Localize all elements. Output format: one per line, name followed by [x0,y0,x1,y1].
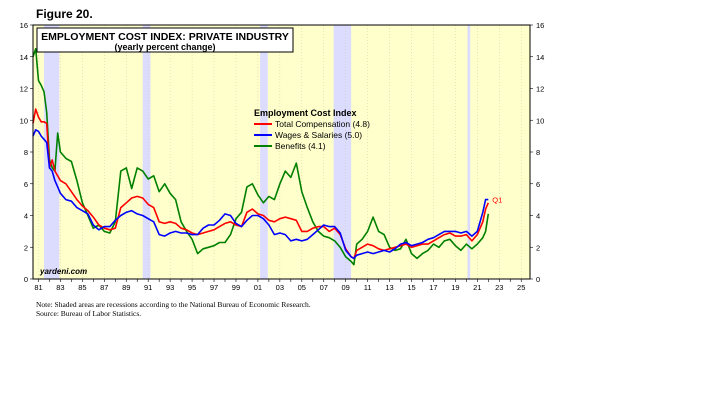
recession-band-0 [43,25,60,279]
x-tick-label: 87 [100,283,108,292]
plot-frame [32,24,531,280]
y-tick-label-left: 16 [20,21,28,30]
series-lines [32,48,490,266]
y-tick-label-right: 0 [536,275,540,284]
y-tick-label-right: 16 [536,21,544,30]
chart-subtitle: (yearly percent change) [114,42,215,52]
legend-label-benefits: Benefits (4.1) [275,141,326,151]
ecI-line-chart: 81 83 85 87 89 91 93 95 97 99 01 03 05 07 09 11 13 15 17 19… [20,21,545,292]
y-tick-label-left: 4 [24,212,28,221]
y-tick-label-right: 14 [536,53,544,62]
title-box: EMPLOYMENT COST INDEX: PRIVATE INDUSTRY … [36,27,294,53]
y-tick-label-right: 4 [536,212,540,221]
x-tick-label: 83 [56,283,64,292]
x-tick-label: 03 [276,283,284,292]
recession-band-3 [333,25,352,279]
y-tick-label-right: 2 [536,243,540,252]
x-tick-label: 07 [320,283,328,292]
x-tick-label: 85 [78,283,86,292]
x-tick-label: 17 [429,283,437,292]
axes: 81 83 85 87 89 91 93 95 97 99 01 03 05 07 09 11 13 15 17 19… [20,21,545,292]
recession-band-2 [260,25,268,279]
y-tick-label-right: 8 [536,148,540,157]
x-tick-label: 97 [210,283,218,292]
chart-title: EMPLOYMENT COST INDEX: PRIVATE INDUSTRY [41,31,289,43]
series-line-wages [32,129,489,260]
x-tick-label: 21 [473,283,481,292]
y-tick-label-left: 12 [20,85,28,94]
plot-background [33,25,530,279]
recession-band-1 [142,25,151,279]
note-recessions: Note: Shaded areas are recessions accord… [36,300,311,309]
y-tick-label-left: 2 [24,243,28,252]
x-tick-label: 89 [122,283,130,292]
x-tick-label: 13 [385,283,393,292]
y-tick-label-left: 0 [24,275,28,284]
y-tick-label-left: 14 [20,53,28,62]
x-tick-label: 23 [495,283,503,292]
y-tick-label-right: 12 [536,85,544,94]
legend-title: Employment Cost Index [254,108,357,118]
title-box-frame [36,27,294,53]
figure-label: Figure 20. [36,7,93,21]
x-tick-label: 05 [298,283,306,292]
footnotes: Note: Shaded areas are recessions accord… [36,300,311,318]
x-tick-label: 99 [232,283,240,292]
series-line-total [32,108,490,260]
x-tick-label: 11 [364,283,372,292]
recession-shading [43,25,471,279]
x-tick-label: 25 [517,283,525,292]
y-tick-label-left: 8 [24,148,28,157]
recession-band-4 [467,25,471,279]
x-tick-label: 19 [451,283,459,292]
x-tick-label: 01 [254,283,262,292]
legend: Employment Cost Index Total Compensation… [254,108,370,151]
end-annotation-q1: Q1 [492,196,502,205]
x-tick-label: 91 [144,283,152,292]
legend-label-wages: Wages & Salaries (5.0) [275,130,362,140]
y-tick-label-left: 6 [24,180,28,189]
legend-label-total: Total Compensation (4.8) [275,119,370,129]
x-tick-label: 09 [342,283,350,292]
x-tick-label: 93 [166,283,174,292]
y-tick-label-left: 10 [20,116,28,125]
x-tick-label: 95 [188,283,196,292]
note-source: Source: Bureau of Labor Statistics. [36,309,142,318]
source-tag: yardeni.com [39,267,87,276]
x-tick-label: 15 [407,283,415,292]
y-tick-label-right: 6 [536,180,540,189]
y-tick-label-right: 10 [536,116,544,125]
x-tick-label: 81 [34,283,42,292]
